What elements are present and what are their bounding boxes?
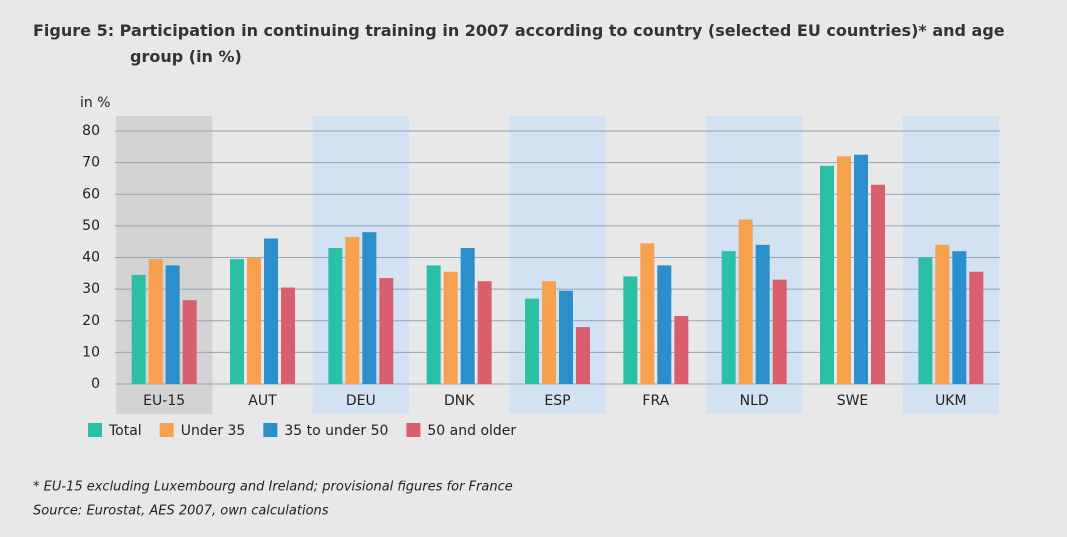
bar — [165, 265, 180, 384]
bar — [576, 327, 590, 384]
x-tick-label: DEU — [346, 393, 376, 409]
x-tick-label: AUT — [248, 393, 277, 409]
bar — [542, 281, 556, 384]
legend-swatch — [88, 423, 102, 437]
bar — [969, 271, 984, 384]
x-tick-label: NLD — [740, 393, 769, 409]
source: Source: Eurostat, AES 2007, own calculat… — [33, 504, 329, 519]
bar — [755, 244, 770, 384]
bar — [772, 279, 787, 384]
x-tick-label: SWE — [837, 393, 869, 409]
legend-label: Under 35 — [181, 423, 246, 439]
bar — [182, 300, 197, 384]
y-tick-label: 60 — [82, 186, 100, 202]
bar — [460, 248, 475, 384]
bar — [935, 244, 950, 384]
bar — [345, 236, 360, 384]
bar — [674, 316, 689, 384]
bar — [657, 265, 672, 384]
x-tick-label: ESP — [544, 393, 570, 409]
x-tick-label: DNK — [444, 393, 475, 409]
y-tick-label: 70 — [82, 155, 100, 171]
bar — [328, 248, 343, 384]
x-tick-label: UKM — [935, 393, 967, 409]
y-tick-label: 80 — [82, 123, 100, 139]
bar — [820, 165, 834, 384]
bar — [854, 154, 868, 384]
band-shade — [116, 116, 213, 414]
band-shade — [902, 116, 999, 414]
legend-swatch — [406, 423, 421, 437]
legend-swatch — [263, 423, 278, 437]
x-tick-label: EU-15 — [143, 393, 185, 409]
bar — [477, 281, 492, 384]
y-axis-label: in % — [80, 95, 111, 111]
bar — [738, 219, 753, 384]
chart-title: Figure 5: Participation in continuing tr… — [33, 21, 1005, 66]
y-tick-label: 0 — [91, 376, 100, 392]
bar — [443, 271, 458, 384]
bar — [721, 251, 736, 384]
legend-label: 35 to under 50 — [284, 423, 388, 439]
x-tick-label: FRA — [642, 393, 669, 409]
legend-label: 50 and older — [427, 423, 516, 439]
bar — [131, 274, 146, 384]
bar — [362, 232, 377, 384]
bar — [871, 184, 885, 384]
legend-label: Total — [108, 423, 142, 439]
legend-swatch — [159, 423, 174, 437]
bar — [623, 276, 638, 384]
band-shade — [312, 116, 409, 414]
bar — [918, 257, 933, 384]
bar — [640, 243, 655, 384]
bar — [426, 265, 441, 384]
y-tick-label: 40 — [82, 250, 100, 266]
bar — [525, 298, 539, 384]
bar — [952, 251, 967, 384]
band-shade — [706, 116, 803, 414]
y-tick-label: 10 — [82, 344, 100, 360]
bar — [264, 238, 278, 384]
bar — [379, 278, 394, 384]
y-tick-label: 30 — [82, 281, 100, 297]
bar — [148, 259, 163, 384]
bar — [837, 156, 851, 384]
bar — [281, 287, 295, 384]
y-tick-label: 50 — [82, 218, 100, 234]
bar — [247, 257, 261, 384]
band-shade — [509, 116, 606, 414]
y-tick-label: 20 — [82, 313, 100, 329]
bar — [230, 259, 244, 384]
bar — [559, 290, 573, 384]
footnote: * EU-15 excluding Luxembourg and Ireland… — [33, 480, 513, 495]
